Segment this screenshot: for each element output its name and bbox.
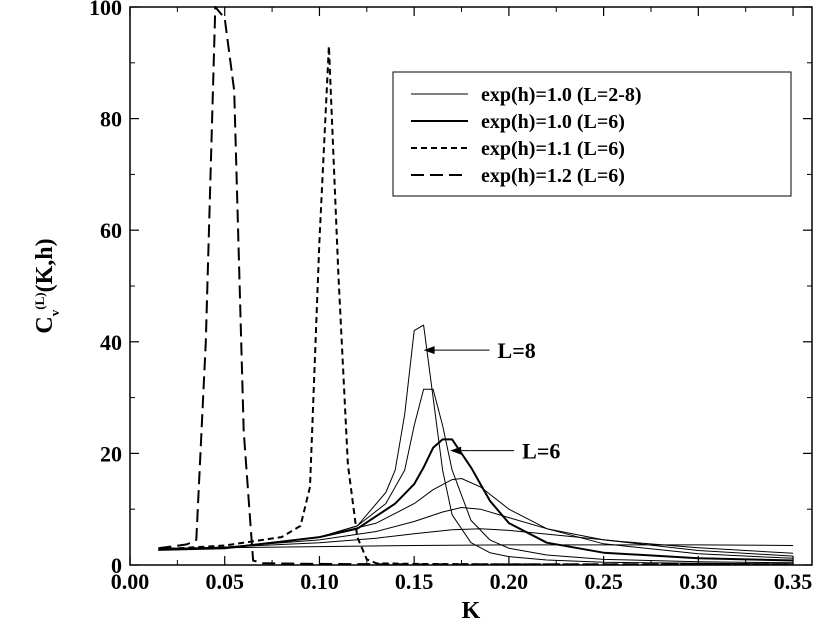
legend: exp(h)=1.0 (L=2-8) exp(h)=1.0 (L=6) exp(h)… — [392, 71, 792, 197]
annotation-arrow-head-1 — [423, 346, 435, 355]
legend-label-2: exp(h)=1.0 (L=6) — [481, 111, 625, 133]
axis-ticks: 0.00 0.05 0.10 0.15 0.20 0.25 0.30 0.35 0 20 40 60 8… — [89, 0, 812, 594]
legend-label-4: exp(h)=1.2 (L=6) — [481, 165, 625, 187]
x-tick-label: 0.15 — [395, 569, 434, 594]
series-line-3 — [158, 507, 794, 557]
series-line-8 — [158, 438, 794, 562]
x-tick-label: 0.20 — [490, 569, 529, 594]
x-axis-title: K — [462, 598, 481, 624]
x-tick-label: 0.05 — [205, 569, 244, 594]
series-line-4 — [158, 478, 794, 559]
series-line-1 — [158, 544, 794, 549]
legend-label-3: exp(h)=1.1 (L=6) — [481, 138, 625, 160]
annotation-arrow-head-2 — [450, 446, 462, 455]
annotations: L=8 L=6 — [423, 338, 560, 464]
x-tick-label: 0.35 — [774, 569, 813, 594]
y-axis-title-subscript: v — [47, 309, 62, 316]
y-axis-title: Cv(L)(K,h) — [32, 238, 62, 333]
y-tick-label: 60 — [100, 218, 122, 243]
x-tick-label: 0.25 — [584, 569, 623, 594]
series-line-2 — [158, 528, 794, 554]
y-axis-title-base: C — [32, 316, 58, 333]
x-tick-label: 0.00 — [111, 569, 150, 594]
annotation-label-2: L=6 — [522, 439, 560, 464]
series-line-5 — [158, 438, 794, 561]
series-line-7 — [158, 324, 794, 565]
x-tick-label: 0.10 — [300, 569, 339, 594]
y-tick-label: 40 — [100, 330, 122, 355]
y-tick-label: 0 — [111, 553, 122, 578]
y-tick-label: 100 — [89, 0, 122, 20]
y-axis-title-arguments: (K,h) — [32, 238, 58, 292]
y-axis-title-superscript: (L) — [32, 292, 47, 309]
x-tick-label: 0.30 — [679, 569, 718, 594]
y-tick-label: 20 — [100, 441, 122, 466]
y-tick-label: 80 — [100, 107, 122, 132]
annotation-label-1: L=8 — [498, 338, 536, 363]
legend-label-1: exp(h)=1.0 (L=2-8) — [481, 84, 642, 106]
